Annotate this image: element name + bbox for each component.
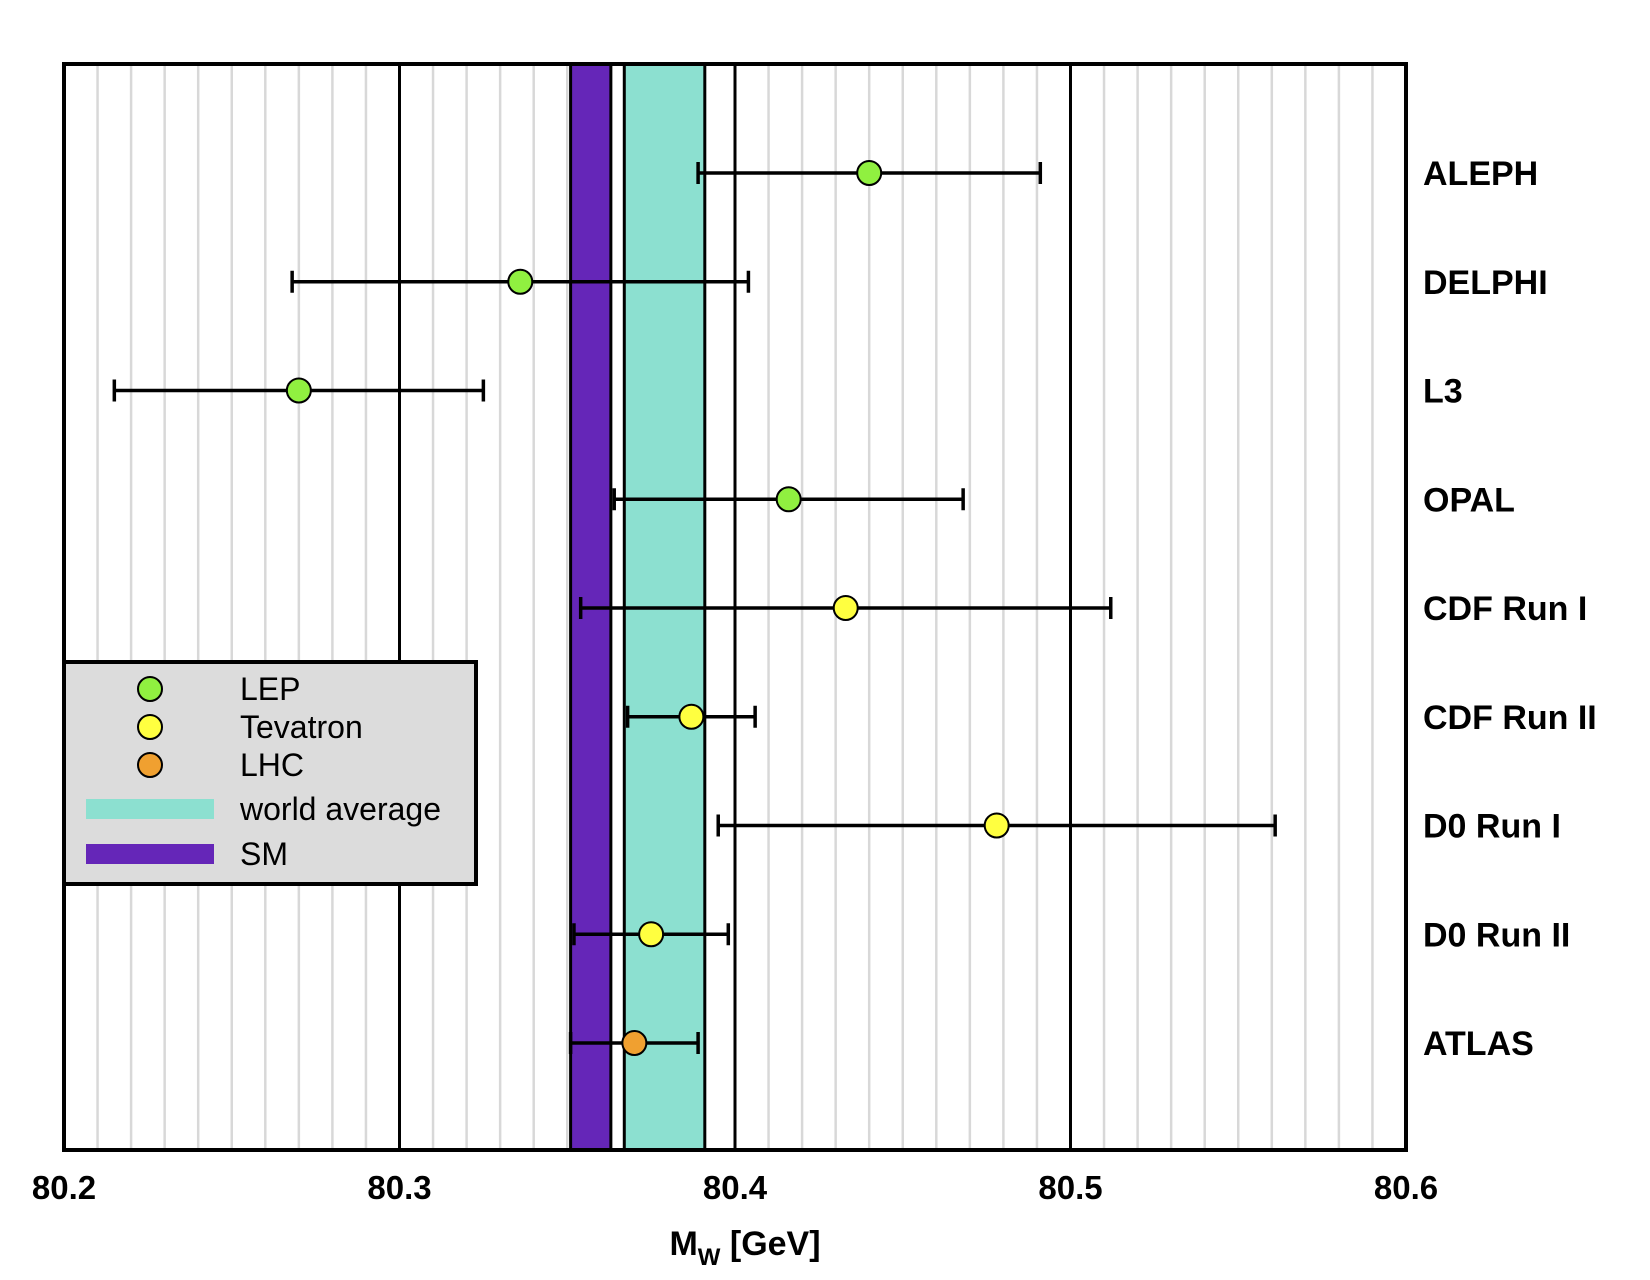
experiment-label: CDF Run I: [1423, 590, 1587, 628]
experiment-label: L3: [1423, 373, 1463, 411]
legend-swatch: [86, 799, 214, 819]
legend-entry: world average: [86, 791, 441, 827]
data-point-marker: [775, 486, 802, 513]
legend-label: LEP: [240, 671, 300, 707]
x-axis-title: MW [GeV]: [669, 1225, 820, 1271]
experiment-label: D0 Run II: [1423, 916, 1570, 954]
legend-label: world average: [239, 791, 441, 827]
legend-marker: [137, 752, 163, 778]
legend-marker: [137, 676, 163, 702]
data-point-marker: [983, 812, 1010, 839]
markers: [285, 160, 1010, 1056]
x-axis-title-unit: [GeV]: [720, 1225, 820, 1263]
legend-entry: Tevatron: [137, 709, 363, 745]
data-point-marker: [507, 268, 534, 295]
experiment-labels: ALEPH DELPHI L3 OPAL CDF Run I CDF Run II D0 R…: [1423, 155, 1597, 1063]
x-tick-label: 80.4: [703, 1169, 768, 1206]
data-point-marker: [638, 921, 665, 948]
legend-swatch: [86, 844, 214, 864]
data-point-marker: [832, 595, 859, 621]
legend-marker: [137, 714, 163, 740]
legend-entry: SM: [86, 836, 288, 872]
legend-label: LHC: [240, 747, 304, 783]
plot-frame: [62, 62, 1408, 1152]
legend-entry: LHC: [137, 747, 304, 783]
x-tick-labels: 80.2 80.3 80.4 80.5 80.6: [32, 1169, 1438, 1206]
data-point-marker: [285, 377, 312, 404]
x-axis-title-main: M: [669, 1225, 697, 1263]
experiment-label: CDF Run II: [1423, 699, 1597, 737]
experiment-label: D0 Run I: [1423, 808, 1561, 846]
x-tick-label: 80.3: [367, 1169, 431, 1206]
legend-entry: LEP: [137, 671, 300, 707]
legend-label: SM: [240, 836, 288, 872]
data-point-marker: [678, 703, 705, 730]
experiment-label: OPAL: [1423, 481, 1515, 519]
legend-label: Tevatron: [240, 709, 363, 745]
data-point-marker: [856, 160, 883, 186]
x-tick-label: 80.5: [1038, 1169, 1102, 1206]
data-point-marker: [621, 1030, 648, 1056]
x-tick-label: 80.6: [1374, 1169, 1438, 1206]
experiment-label: ALEPH: [1423, 155, 1538, 193]
x-axis-title-sub: W: [698, 1244, 721, 1271]
experiment-label: ATLAS: [1423, 1025, 1534, 1063]
experiment-label: DELPHI: [1423, 264, 1548, 302]
x-tick-label: 80.2: [32, 1169, 96, 1206]
